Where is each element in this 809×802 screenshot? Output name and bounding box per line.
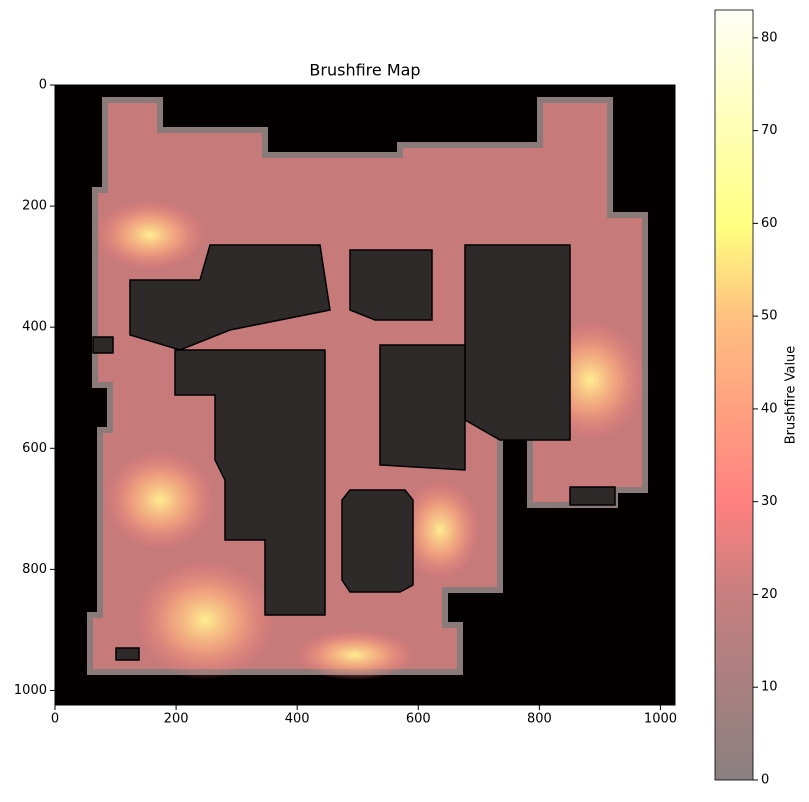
plot-frame <box>54 84 676 706</box>
y-tick-label: 400 <box>22 320 47 335</box>
y-tick-label: 1000 <box>14 683 47 698</box>
colorbar-label: Brushfire Value <box>784 346 799 445</box>
chart-title: Brushfire Map <box>309 61 420 80</box>
colorbar-tick-label: 30 <box>761 494 778 509</box>
colorbar-tick-label: 0 <box>761 773 769 788</box>
x-tick-label: 400 <box>285 712 310 727</box>
colorbar-tick-label: 80 <box>761 30 778 45</box>
y-tick-label: 800 <box>22 562 47 577</box>
colorbar-tick-label: 60 <box>761 216 778 231</box>
colorbar-tick-label: 40 <box>761 401 778 416</box>
x-tick-label: 600 <box>406 712 431 727</box>
y-tick-label: 200 <box>22 199 47 214</box>
colorbar-tick-label: 10 <box>761 680 778 695</box>
x-tick-label: 800 <box>527 712 552 727</box>
colorbar-tick-label: 20 <box>761 587 778 602</box>
y-tick-label: 0 <box>39 78 47 93</box>
colorbar <box>714 9 754 781</box>
colorbar-tick-label: 70 <box>761 123 778 138</box>
y-tick-label: 600 <box>22 441 47 456</box>
x-tick-label: 200 <box>164 712 189 727</box>
x-tick-label: 0 <box>51 712 59 727</box>
colorbar-tick-label: 50 <box>761 309 778 324</box>
x-tick-label: 1000 <box>644 712 677 727</box>
heatmap-image <box>55 85 675 705</box>
